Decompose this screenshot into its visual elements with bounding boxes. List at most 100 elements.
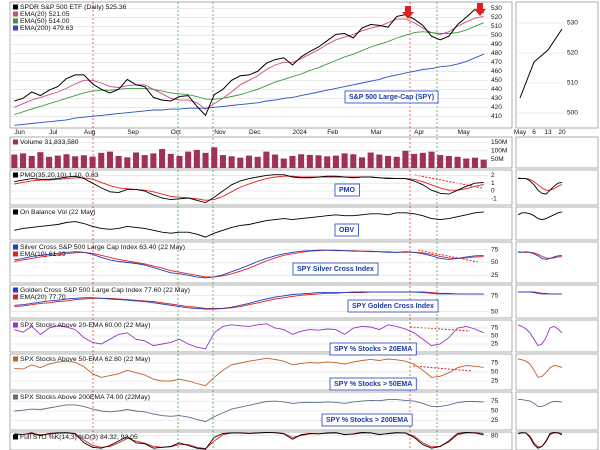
bar [454,156,461,168]
panel-title: SPX Stocks Above 20-EMA 60.00 (22 May) [20,322,150,329]
x-tick-label: 2024 [292,129,307,136]
bar [341,153,348,168]
panel-title: SPDR S&P 500 ETF (Daily) 525.36 [20,4,127,11]
panel-title: PMO(35,20,10) 1.10, 0.83 [20,172,99,179]
mini-panel-frame [515,353,599,391]
y-tick-label: 520 [567,50,578,57]
annotation: SPY % Stocks > 200EMA [326,417,408,424]
y-tick-label: 450 [491,77,502,84]
bar [202,152,209,168]
panel-frame [9,169,513,206]
bar [289,155,296,168]
bar [280,158,287,168]
mini-panel-frame [515,206,599,241]
bar [115,155,122,168]
legend-swatch [13,4,18,10]
y-tick-label: 25 [491,417,499,424]
divergence-line [409,326,471,332]
y-tick-label: 530 [567,20,578,27]
legend-swatch [13,251,18,257]
main-line [14,291,484,310]
legend-swatch [13,322,18,328]
y-tick-label: 2 [491,172,495,179]
bar [219,155,226,168]
divergence-line [417,249,479,263]
x-tick-label: Sep [127,129,139,136]
legend-entry: EMA(20) 77.70 [20,294,66,301]
series-line [14,249,484,278]
y-tick-label: 75 [491,293,499,300]
mini-panel-frame [515,391,599,431]
bar [54,155,61,168]
bar [358,157,366,168]
bar [176,155,183,168]
y-tick-label: 500 [567,110,578,117]
mini-line [517,358,563,378]
annotation: S&P 500 Large-Cap (SPY) [349,94,434,101]
bar [445,155,452,168]
legend-swatch [13,25,18,31]
bar [159,149,166,168]
bar [376,154,383,168]
y-tick-label: 75 [491,246,499,253]
x-tick-label: May [458,129,471,136]
x-tick-label: 6 [532,129,536,136]
mini-line [518,291,562,295]
legend-swatch [13,356,18,362]
bar [263,151,270,168]
mini-line [517,432,563,448]
divergence-line [412,365,473,372]
y-tick-label: 430 [491,95,502,102]
bar [132,152,140,168]
y-tick-label: -1 [491,195,497,202]
annotation-box [334,223,359,237]
legend-swatch [13,294,18,300]
legend-swatch [13,209,18,215]
y-tick-label: 1 [491,180,495,187]
main-line [519,28,563,99]
bar [385,155,392,168]
bar [480,159,487,168]
y-tick-label: 480 [491,50,502,57]
legend-swatch [13,394,18,400]
main-line [14,431,484,450]
y-tick-label: 530 [491,5,502,12]
bar [437,155,444,168]
legend-entry: EMA(10) 61.29 [20,251,66,258]
bar [124,157,131,168]
bar [463,158,470,168]
mini-line [518,399,563,407]
y-tick-label: 80 [491,432,499,439]
legend-swatch [13,18,18,24]
bar [367,152,374,168]
mini-panel-frame [515,284,599,319]
bar [306,154,313,168]
y-tick-label: 25 [491,341,499,348]
main-line [14,357,484,387]
annotation-box [347,299,439,313]
bar [98,152,105,168]
annotation: OBV [339,227,355,234]
x-tick-label: Dec [249,129,261,136]
legend-swatch [13,172,18,178]
panel-title: Volume 31,833,580 [20,139,79,146]
bar [471,157,479,168]
series-line [14,15,484,110]
bar [228,156,235,168]
bar [393,156,400,168]
legend-swatch [13,287,18,293]
bar [332,155,339,168]
main-line [14,174,484,204]
mini-line [518,251,563,260]
y-tick-label: 510 [567,80,578,87]
bar [419,152,426,168]
main-line [14,399,484,423]
panel-frame [9,284,513,319]
panel-title: On Balance Vol (22 May) [20,209,96,216]
bar [19,153,27,168]
mini-panel-frame [515,136,599,169]
y-tick-label: 0 [491,188,495,195]
mini-line [517,432,563,449]
legend-swatch [13,11,18,17]
mini-panel-frame [515,1,599,129]
